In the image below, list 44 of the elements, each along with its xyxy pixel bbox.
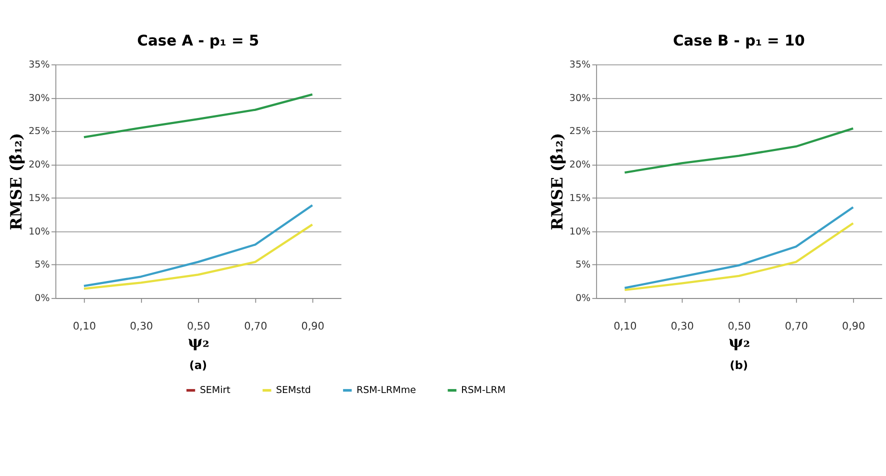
x-axis-title: ψ₂: [728, 332, 750, 351]
y-tick-label: 20%: [28, 160, 50, 171]
line-series: [624, 206, 854, 290]
y-tick-label: 35%: [28, 59, 50, 70]
line-series: [82, 223, 314, 290]
line-series: [624, 127, 854, 174]
x-tick-label: 0,50: [187, 320, 210, 333]
y-tick-label: 10%: [28, 226, 50, 238]
legend-label: SEMirt: [200, 384, 231, 396]
legend-label: RSM-LRMme: [356, 384, 416, 396]
text: (b): [730, 358, 748, 372]
x-tick-label: 0,70: [244, 320, 268, 333]
line-series: [624, 222, 854, 292]
y-axis-title: RMSE (β̂₁₂): [6, 132, 26, 230]
y-tick-label: 20%: [569, 160, 591, 171]
x-tick-label: 0,90: [301, 320, 324, 333]
y-tick-label: 30%: [569, 92, 591, 104]
y-tick-label: 35%: [569, 59, 591, 70]
x-tick-label: 0,50: [728, 320, 751, 333]
legend-label: SEMstd: [276, 384, 311, 396]
y-tick-label: 0%: [575, 293, 591, 304]
text: (a): [189, 358, 208, 372]
x-tick-label: 0,90: [842, 320, 866, 333]
y-tick-label: 25%: [569, 126, 591, 138]
legend-label: RSM-LRM: [461, 384, 506, 396]
chart-title: Case B - p₁ = 10: [672, 32, 805, 50]
line-series: [82, 204, 314, 288]
y-tick-label: 5%: [34, 260, 50, 271]
y-tick-label: 25%: [28, 126, 50, 138]
y-tick-label: 30%: [28, 92, 50, 104]
y-tick-label: 10%: [569, 226, 591, 238]
line-series: [82, 93, 314, 138]
y-axis-title: RMSE (β̂₁₂): [547, 132, 566, 230]
y-tick-label: 15%: [569, 192, 591, 204]
y-tick-label: 0%: [34, 293, 50, 304]
x-tick-label: 0,10: [72, 320, 96, 333]
y-tick-label: 15%: [28, 192, 50, 204]
x-axis-title: ψ₂: [188, 332, 210, 351]
x-tick-label: 0,10: [614, 320, 637, 333]
x-tick-label: 0,70: [784, 320, 808, 333]
x-tick-label: 0,30: [670, 320, 694, 333]
x-tick-label: 0,30: [130, 320, 154, 333]
chart-title: Case A - p₁ = 5: [137, 32, 260, 50]
y-tick-label: 5%: [575, 260, 591, 271]
